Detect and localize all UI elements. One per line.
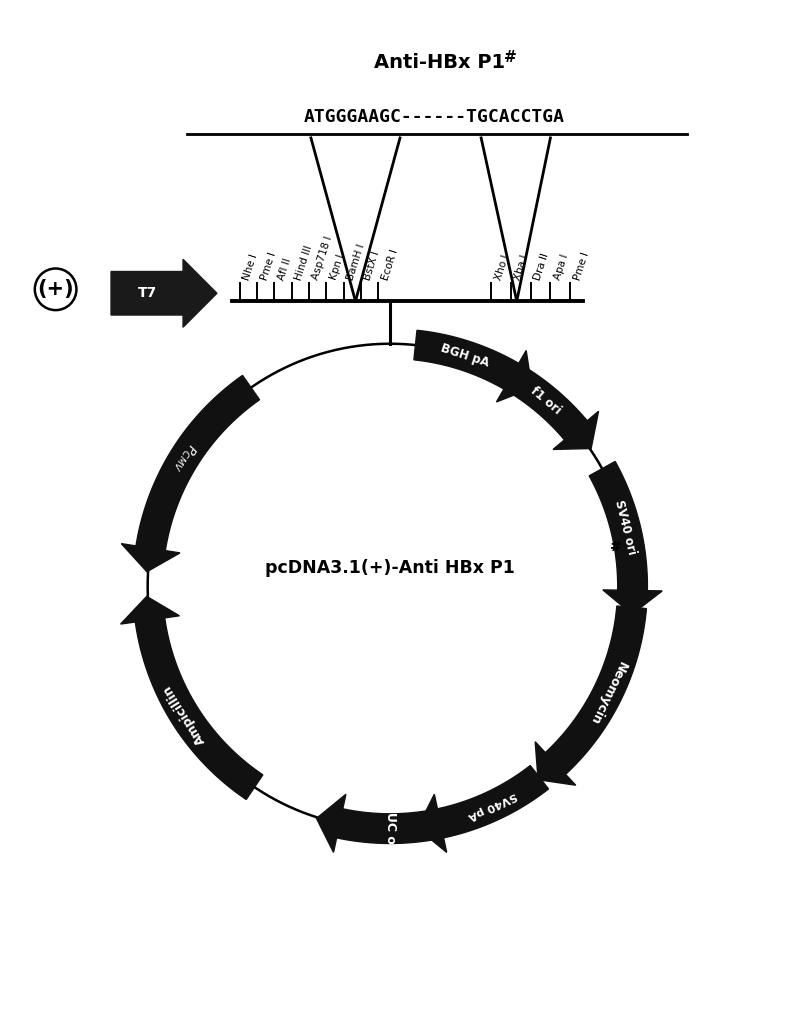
Polygon shape [317,794,346,852]
Polygon shape [418,794,446,852]
Text: SV40 ori: SV40 ori [612,498,638,556]
Polygon shape [504,363,587,440]
Text: T7: T7 [138,286,157,300]
Polygon shape [111,259,217,327]
Polygon shape [337,809,443,843]
Text: Afl II: Afl II [276,256,293,282]
Text: SV40 pA: SV40 pA [466,790,518,822]
Polygon shape [121,596,179,624]
Polygon shape [438,766,549,838]
Text: Dra II: Dra II [533,251,550,282]
Text: Ampicillin: Ampicillin [161,682,208,747]
Text: ATGGGAAGC------TGCACCTGA: ATGGGAAGC------TGCACCTGA [304,108,565,126]
Text: Neomycin: Neomycin [587,659,629,726]
Polygon shape [136,375,259,550]
Polygon shape [122,544,180,572]
Polygon shape [535,741,576,785]
Polygon shape [414,331,518,390]
Text: pcDNA3.1(+)-Anti HBx P1: pcDNA3.1(+)-Anti HBx P1 [265,559,515,578]
Text: Kpn I: Kpn I [328,253,346,282]
Text: Nhe I: Nhe I [242,252,259,282]
Text: #: # [610,540,622,553]
Text: pUC ori: pUC ori [384,803,397,854]
Polygon shape [603,590,662,614]
Text: $\mathit{P}_{CMV}$: $\mathit{P}_{CMV}$ [170,440,199,475]
Text: Anti-HBx P1: Anti-HBx P1 [374,53,505,71]
Text: Apa I: Apa I [552,253,570,282]
Text: BGH pA: BGH pA [439,342,491,369]
Text: Asp718 I: Asp718 I [311,235,334,282]
Text: Pme I: Pme I [259,251,278,282]
Polygon shape [553,411,598,450]
Polygon shape [589,462,647,591]
Text: (+): (+) [38,280,74,299]
Text: Xba I: Xba I [513,253,530,282]
Text: #: # [505,50,518,65]
Polygon shape [497,351,532,402]
Text: BamH I: BamH I [346,242,366,282]
Text: Pme I: Pme I [572,251,590,282]
Polygon shape [135,618,263,799]
Text: BstX I: BstX I [363,249,382,282]
Text: f1 ori: f1 ori [528,384,564,417]
Text: Xho I: Xho I [493,253,510,282]
Polygon shape [546,606,646,774]
Text: EcoR I: EcoR I [380,248,400,282]
Text: Hind III: Hind III [294,244,314,282]
